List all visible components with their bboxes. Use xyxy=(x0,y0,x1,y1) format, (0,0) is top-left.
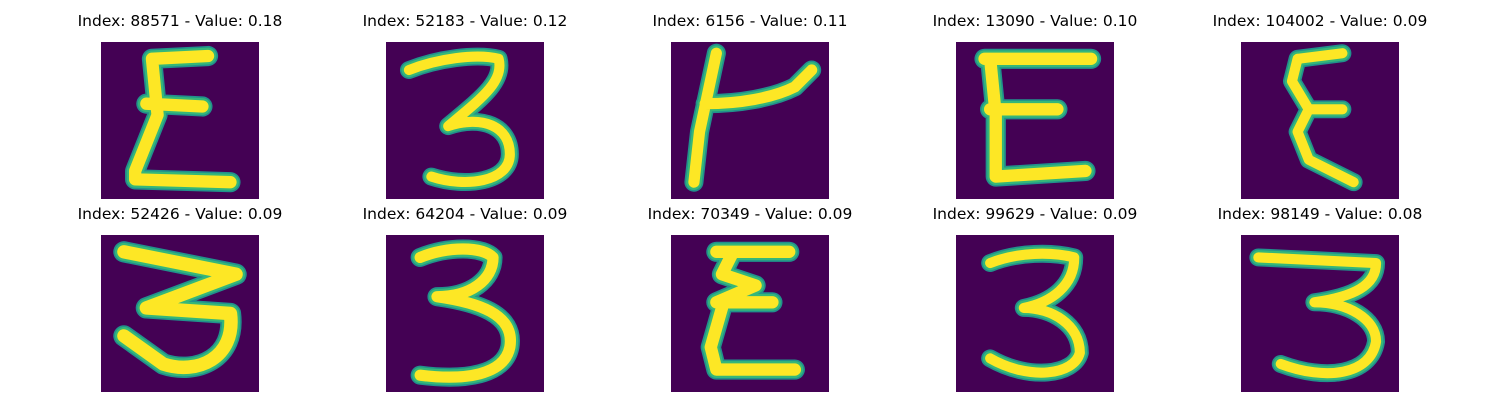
epsilon-glyph xyxy=(1282,44,1363,192)
digit-image xyxy=(956,235,1114,392)
panel-2: Index: 52183 - Value: 0.12 xyxy=(335,8,595,199)
panel-title: Index: 99629 - Value: 0.09 xyxy=(932,205,1138,223)
panel-title: Index: 64204 - Value: 0.09 xyxy=(362,205,568,223)
three-glyph xyxy=(113,241,247,378)
epsilon-glyph xyxy=(700,241,805,380)
panel-7: Index: 64204 - Value: 0.09 xyxy=(335,201,595,392)
panel-1: Index: 88571 - Value: 0.18 xyxy=(50,8,310,199)
panel-title: Index: 104002 - Value: 0.09 xyxy=(1212,12,1428,30)
panel-6: Index: 52426 - Value: 0.09 xyxy=(50,201,310,392)
panel-title: Index: 6156 - Value: 0.11 xyxy=(652,12,848,30)
panel-title: Index: 52426 - Value: 0.09 xyxy=(77,205,283,223)
panel-10: Index: 98149 - Value: 0.08 xyxy=(1190,201,1450,392)
digit-image xyxy=(1241,42,1399,199)
panel-title: Index: 13090 - Value: 0.10 xyxy=(932,12,1138,30)
panel-title: Index: 98149 - Value: 0.08 xyxy=(1217,205,1423,223)
panel-4: Index: 13090 - Value: 0.10 xyxy=(905,8,1165,199)
e-glyph xyxy=(974,48,1102,187)
three-glyph xyxy=(399,47,519,191)
panel-title: Index: 88571 - Value: 0.18 xyxy=(77,12,283,30)
digit-image xyxy=(671,42,829,199)
three-glyph xyxy=(410,239,520,387)
digit-image xyxy=(101,42,259,199)
digit-image xyxy=(1241,235,1399,392)
digit-image xyxy=(386,42,544,199)
panel-title: Index: 52183 - Value: 0.12 xyxy=(362,12,568,30)
digit-image xyxy=(671,235,829,392)
digit-image xyxy=(956,42,1114,199)
panel-9: Index: 99629 - Value: 0.09 xyxy=(905,201,1165,392)
epsilon-glyph xyxy=(125,45,241,193)
panel-title: Index: 70349 - Value: 0.09 xyxy=(647,205,853,223)
digit-image xyxy=(386,235,544,392)
panel-3: Index: 6156 - Value: 0.11 xyxy=(620,8,880,199)
k-glyph xyxy=(684,43,822,192)
three-glyph xyxy=(1249,248,1386,383)
panel-5: Index: 104002 - Value: 0.09 xyxy=(1190,8,1450,199)
panel-8: Index: 70349 - Value: 0.09 xyxy=(620,201,880,392)
digit-image xyxy=(101,235,259,392)
three-glyph xyxy=(981,244,1089,382)
